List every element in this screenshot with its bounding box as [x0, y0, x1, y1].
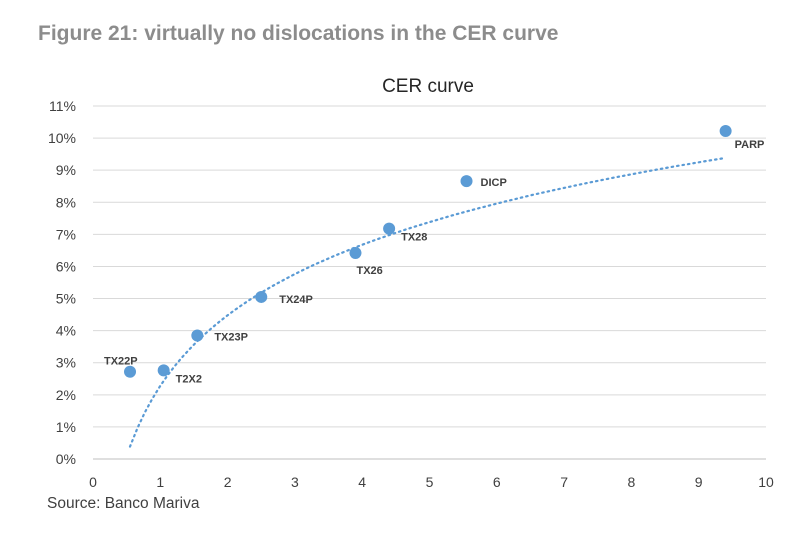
- y-tick-label: 4%: [56, 323, 76, 339]
- y-tick-label: 2%: [56, 387, 76, 403]
- x-tick-label: 0: [89, 474, 97, 490]
- x-tick-label: 10: [758, 474, 774, 490]
- x-tick-label: 5: [426, 474, 434, 490]
- data-point: [719, 125, 732, 138]
- x-tick-label: 2: [224, 474, 232, 490]
- x-tick-label: 7: [560, 474, 568, 490]
- data-point: [255, 290, 268, 303]
- data-point: [383, 222, 396, 235]
- data-point: [191, 329, 204, 342]
- point-label: TX24P: [279, 294, 313, 306]
- point-label: TX28: [401, 232, 427, 244]
- axes: 0% 1% 2% 3% 4% 5% 6% 7% 8% 9% 10% 11% 0 1 2 3 4 5 6 7 8 9 10: [48, 98, 774, 490]
- y-tick-label: 1%: [56, 419, 76, 435]
- x-tick-label: 8: [628, 474, 636, 490]
- data-point: [349, 246, 362, 259]
- gridlines: [93, 105, 766, 428]
- x-tick-label: 3: [291, 474, 299, 490]
- point-label: TX26: [356, 265, 382, 277]
- point-label: T2X2: [176, 373, 202, 385]
- y-tick-label: 6%: [56, 258, 76, 274]
- data-point: [460, 175, 473, 188]
- y-tick-label: 10%: [48, 130, 76, 146]
- data-points: [124, 125, 732, 378]
- data-labels: TX22P T2X2 TX23P TX24P TX26 TX28 DICP PARP: [104, 139, 764, 385]
- y-tick-label: 11%: [49, 98, 76, 114]
- trendline: [128, 156, 727, 448]
- point-label: PARP: [735, 139, 765, 151]
- y-tick-label: 9%: [56, 162, 76, 178]
- x-tick-label: 4: [358, 474, 366, 490]
- figure-caption: Figure 21: virtually no dislocations in …: [38, 22, 559, 45]
- point-label: DICP: [481, 177, 507, 189]
- x-tick-label: 9: [695, 474, 703, 490]
- y-tick-label: 3%: [56, 355, 76, 371]
- point-label: TX22P: [104, 356, 138, 368]
- y-tick-label: 5%: [56, 291, 76, 307]
- x-tick-label: 1: [156, 474, 164, 490]
- point-label: TX23P: [214, 331, 248, 343]
- source-note: Source: Banco Mariva: [47, 495, 200, 512]
- x-tick-label: 6: [493, 474, 501, 490]
- chart-title: CER curve: [382, 76, 474, 97]
- y-tick-label: 7%: [56, 226, 76, 242]
- data-point: [124, 365, 137, 378]
- y-tick-label: 8%: [56, 194, 76, 210]
- y-tick-label: 0%: [56, 451, 76, 467]
- data-point: [157, 364, 170, 377]
- trendline-layer: [128, 156, 727, 448]
